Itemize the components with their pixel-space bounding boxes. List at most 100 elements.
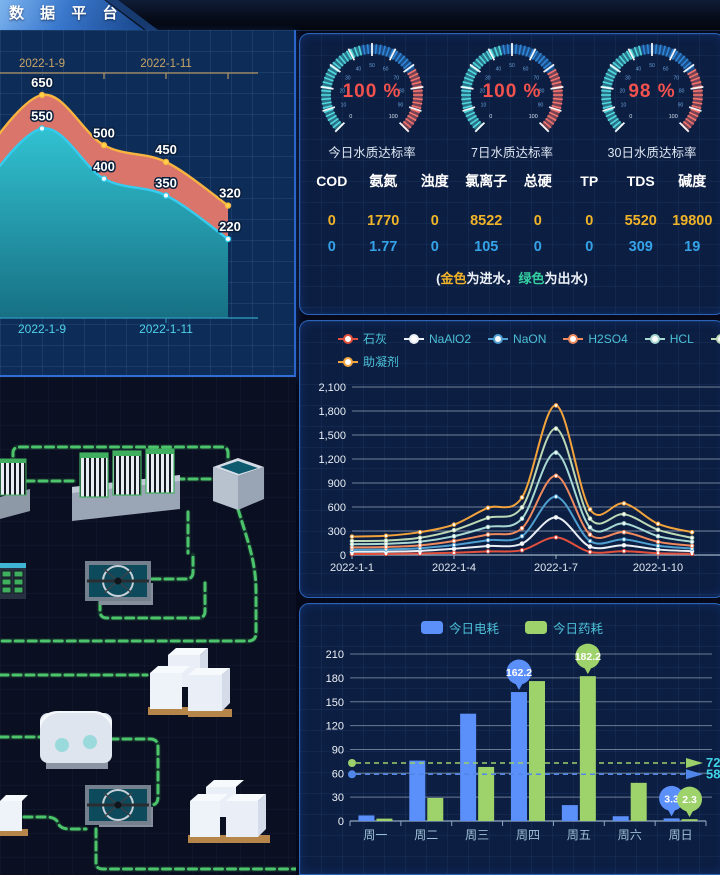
svg-text:50: 50 (509, 63, 515, 69)
legend-label: 石灰 (363, 332, 388, 346)
legend-label: 今日药耗 (553, 622, 604, 636)
svg-text:0: 0 (338, 816, 344, 828)
legend-label: NaAlO2 (429, 331, 472, 346)
outlet-value: 1.77 (369, 239, 398, 255)
svg-text:50: 50 (369, 63, 375, 69)
legend-marker (644, 333, 665, 344)
column-header: 氯离子 (465, 173, 508, 189)
gauge-30day: 0 10 20 30 40 50 60 70 80 90 100 98 % 30日水质达标率 (582, 39, 720, 161)
svg-text:10: 10 (621, 102, 627, 108)
bar-chart: 0 30 60 90 120 150 180 210 周一 周二 周三 周四 周五 周六 周日 72.9758… (326, 643, 720, 842)
legend-label: H2SO4 (588, 331, 628, 346)
legend-label: 助凝剂 (363, 355, 400, 369)
svg-text:80: 80 (539, 88, 545, 94)
svg-text:30: 30 (625, 75, 631, 81)
column-header: 氨氮 (369, 173, 398, 189)
svg-text:2.3: 2.3 (682, 794, 697, 806)
gauge-today: 0 10 20 30 40 50 60 70 80 90 100 100 % 今日水质达标率 (302, 39, 442, 161)
area-chart: 650 500 450 320 550 400 350 220 2022-1-9 2022-1-1… (0, 58, 258, 336)
svg-text:2022-1-9: 2022-1-9 (18, 322, 66, 336)
legend-row-2: 助凝剂 (338, 353, 720, 370)
gauge-row: 0 10 20 30 40 50 60 70 80 90 100 100 % 今日水质达标率 0 10… (300, 34, 720, 161)
chemical-usage-panel: 石灰 NaAlO2 NaON H2SO4 HCL NaCLO 助凝剂 0 300 600 900… (299, 320, 720, 598)
svg-text:72.97: 72.97 (706, 755, 720, 770)
outlet-value: 309 (628, 239, 653, 255)
svg-text:周五: 周五 (567, 828, 591, 842)
svg-text:60: 60 (332, 768, 344, 780)
svg-text:80: 80 (399, 88, 405, 94)
gauge-value: 100 % (482, 81, 542, 102)
legend-marker (710, 333, 720, 344)
svg-text:220: 220 (219, 219, 241, 234)
gauge-7day: 0 10 20 30 40 50 60 70 80 90 100 100 % 7日水质达标率 (442, 39, 582, 161)
svg-text:300: 300 (328, 526, 346, 538)
legend-item-今日药耗[interactable]: 今日药耗 (525, 618, 603, 637)
column-header: 浊度 (420, 173, 449, 189)
outlet-value: 0 (585, 239, 594, 255)
ibc-totes-group-1 (148, 648, 232, 717)
line-chart: 0 300 600 900 1,200 1,500 1,800 2,100 2022-1-1 20… (318, 382, 720, 574)
note-text: 为进水， (466, 271, 519, 286)
svg-text:3.3: 3.3 (664, 793, 679, 805)
clarifier-1 (85, 561, 153, 605)
table-inlet-row: 0 1770 0 8522 0 0 5520 19800 (306, 213, 718, 229)
clarifier-2 (85, 785, 153, 827)
svg-text:70: 70 (533, 75, 539, 81)
svg-text:20: 20 (620, 88, 626, 94)
gauge-label: 30日水质达标率 (607, 146, 697, 160)
svg-text:90: 90 (332, 744, 344, 756)
legend-item-今日电耗[interactable]: 今日电耗 (420, 618, 499, 637)
svg-text:20: 20 (340, 88, 346, 94)
svg-text:0: 0 (489, 114, 492, 120)
legend-item-NaAlO2[interactable]: NaAlO2 (404, 330, 471, 347)
table-note: (金色为进水，绿色为出水) (306, 268, 718, 287)
legend-item-HCL[interactable]: HCL (644, 330, 694, 347)
blower-unit (40, 711, 112, 769)
header-bar: 数 据 平 台 (0, 0, 720, 31)
svg-text:0: 0 (629, 114, 632, 120)
column-header: 总硬 (523, 173, 552, 189)
svg-text:90: 90 (398, 102, 404, 108)
legend-swatch (420, 621, 443, 634)
svg-text:90: 90 (678, 102, 684, 108)
svg-text:0: 0 (349, 114, 352, 120)
table-outlet-row: 0 1.77 0 105 0 0 309 19 (306, 239, 718, 255)
gauge-value: 100 % (342, 81, 402, 102)
gauge-label: 7日水质达标率 (471, 146, 553, 160)
legend-marker (488, 333, 509, 344)
legend-item-石灰[interactable]: 石灰 (338, 330, 387, 347)
gauge-value: 98 % (628, 81, 676, 102)
svg-text:450: 450 (155, 142, 177, 157)
note-green: 绿色 (518, 271, 545, 286)
svg-text:30: 30 (485, 75, 491, 81)
svg-text:30: 30 (332, 792, 344, 804)
ibc-tote-left (0, 795, 28, 836)
legend-item-NaON[interactable]: NaON (488, 330, 546, 347)
inlet-value: 0 (533, 213, 542, 229)
svg-text:60: 60 (383, 66, 389, 72)
svg-text:210: 210 (326, 649, 344, 661)
legend-marker (338, 356, 358, 367)
inlet-value: 8522 (470, 213, 503, 229)
bar-chart-legend: 今日电耗 今日药耗 (300, 604, 720, 637)
legend-item-H2SO4[interactable]: H2SO4 (563, 330, 628, 347)
svg-text:320: 320 (219, 186, 241, 201)
note-text: 为出水) (544, 271, 588, 286)
svg-text:40: 40 (356, 66, 362, 72)
outlet-value: 105 (474, 239, 499, 255)
page-title: 数 据 平 台 (9, 5, 124, 22)
svg-text:100: 100 (529, 114, 538, 120)
svg-text:2022-1-1: 2022-1-1 (330, 562, 374, 574)
svg-text:40: 40 (496, 66, 502, 72)
table-header-row: COD 氨氮 浊度 氯离子 总硬 TP TDS 碱度 (306, 173, 718, 207)
membrane-rack-center (72, 448, 180, 521)
svg-text:180: 180 (326, 673, 344, 685)
legend-item-NaCLO[interactable]: NaCLO (710, 330, 720, 347)
svg-text:58.74: 58.74 (706, 766, 720, 781)
storage-tank-cube (213, 458, 264, 510)
legend-item-助凝剂[interactable]: 助凝剂 (338, 353, 399, 370)
svg-text:10: 10 (341, 102, 347, 108)
svg-text:100: 100 (669, 114, 678, 120)
